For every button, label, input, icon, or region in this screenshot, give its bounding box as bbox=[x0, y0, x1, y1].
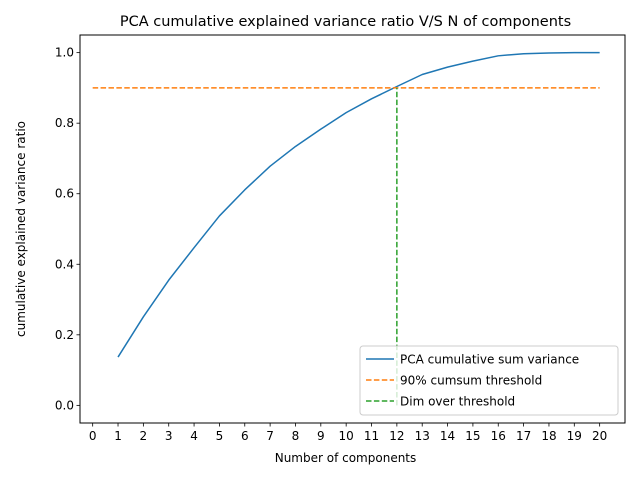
x-tick-label: 12 bbox=[389, 429, 404, 443]
x-tick-label: 0 bbox=[89, 429, 97, 443]
chart-title: PCA cumulative explained variance ratio … bbox=[120, 14, 571, 30]
x-tick-label: 7 bbox=[266, 429, 274, 443]
x-tick-label: 18 bbox=[541, 429, 556, 443]
x-tick-label: 17 bbox=[516, 429, 531, 443]
legend-entry-pca-cumsum: PCA cumulative sum variance bbox=[366, 353, 579, 367]
x-tick-label: 10 bbox=[339, 429, 354, 443]
x-axis: 0 1 2 3 4 5 6 7 8 9 10 11 12 13 14 15 16 17 18 19 20 bbox=[89, 423, 607, 443]
x-tick-label: 14 bbox=[440, 429, 455, 443]
x-tick-label: 5 bbox=[216, 429, 224, 443]
legend-entry-dim: Dim over threshold bbox=[366, 395, 515, 409]
legend-label: 90% cumsum threshold bbox=[400, 374, 542, 388]
y-tick-label: 1.0 bbox=[55, 46, 74, 60]
x-tick-label: 8 bbox=[292, 429, 300, 443]
legend-entry-threshold: 90% cumsum threshold bbox=[366, 374, 542, 388]
x-axis-label: Number of components bbox=[275, 451, 417, 465]
x-tick-label: 16 bbox=[491, 429, 506, 443]
y-tick-label: 0.0 bbox=[55, 398, 74, 412]
y-axis: 0.0 0.2 0.4 0.6 0.8 1.0 bbox=[55, 46, 80, 412]
x-tick-label: 13 bbox=[415, 429, 430, 443]
x-tick-label: 4 bbox=[190, 429, 198, 443]
pca-cumsum-line bbox=[117, 51, 600, 358]
x-tick-label: 1 bbox=[114, 429, 122, 443]
x-tick-label: 6 bbox=[241, 429, 249, 443]
x-tick-label: 3 bbox=[165, 429, 173, 443]
y-axis-label: cumulative explained variance ratio bbox=[14, 121, 28, 337]
x-tick-label: 11 bbox=[364, 429, 379, 443]
x-tick-label: 9 bbox=[317, 429, 325, 443]
plot-frame bbox=[79, 34, 626, 424]
x-tick-label: 19 bbox=[567, 429, 582, 443]
y-tick-label: 0.8 bbox=[55, 116, 74, 130]
x-tick-label: 2 bbox=[140, 429, 148, 443]
y-tick-label: 0.2 bbox=[55, 328, 74, 342]
legend: PCA cumulative sum variance 90% cumsum th… bbox=[359, 345, 619, 416]
legend-label: Dim over threshold bbox=[400, 395, 515, 409]
legend-label: PCA cumulative sum variance bbox=[400, 353, 579, 367]
series-layer bbox=[92, 51, 600, 406]
x-tick-label: 20 bbox=[592, 429, 607, 443]
y-tick-label: 0.4 bbox=[55, 257, 74, 271]
x-tick-label: 15 bbox=[465, 429, 480, 443]
y-tick-label: 0.6 bbox=[55, 187, 74, 201]
legend-box bbox=[359, 345, 619, 416]
